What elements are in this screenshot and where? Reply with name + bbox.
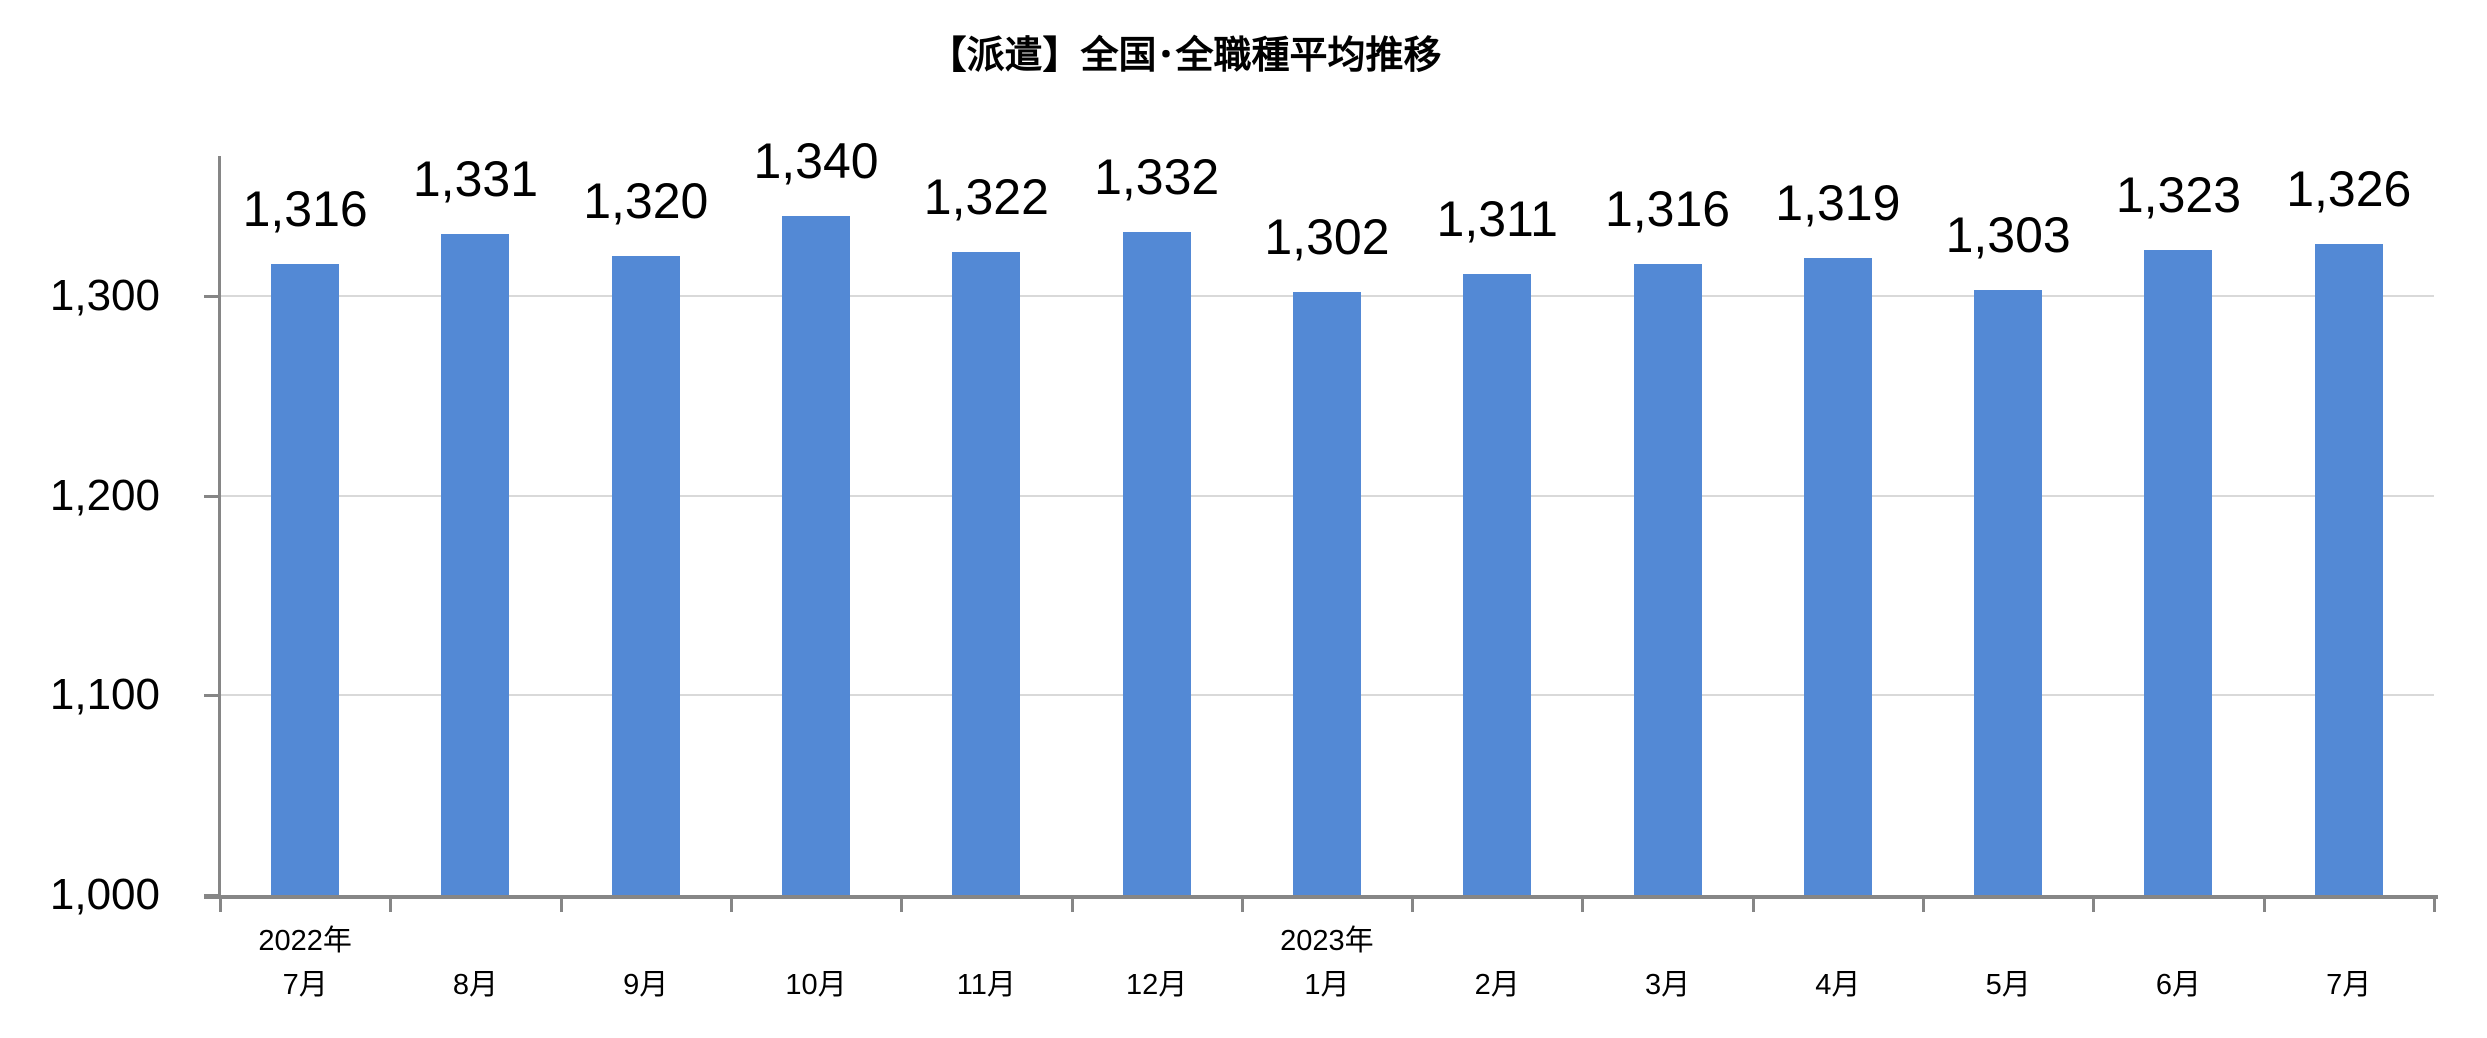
bar-value-label: 1,320	[583, 172, 709, 229]
x-axis-category-label: 2月	[1474, 969, 1520, 1001]
bar-value-label: 1,319	[1775, 174, 1901, 231]
bar-value-label: 1,316	[242, 180, 368, 237]
bar-value-label: 1,331	[412, 150, 538, 207]
x-axis-tick	[559, 899, 563, 912]
x-axis-category-label: 11月	[956, 969, 1016, 1001]
bar-value-label: 1,323	[2115, 166, 2241, 223]
x-axis-category-label: 6月	[2155, 969, 2201, 1001]
y-axis-tick	[204, 694, 220, 698]
x-axis-tick	[1240, 899, 1244, 912]
x-axis-tick	[1922, 899, 1925, 912]
x-axis-tick	[219, 899, 222, 912]
x-axis-year-label: 2022年	[258, 925, 352, 957]
bar	[1122, 231, 1191, 895]
bar-value-label: 1,303	[1945, 206, 2071, 263]
y-axis-tick	[204, 294, 220, 298]
x-axis-category-label: 1月	[1304, 969, 1350, 1001]
bar	[441, 233, 510, 895]
bar	[2144, 249, 2213, 895]
y-axis-tick-label: 1,100	[49, 670, 160, 720]
x-axis-category-label: 12月	[1126, 969, 1188, 1001]
x-axis-tick	[1751, 899, 1755, 912]
x-axis-tick	[2092, 899, 2096, 912]
x-axis-tick	[900, 899, 904, 912]
bar-value-label: 1,311	[1436, 190, 1558, 247]
x-axis-tick	[729, 899, 733, 912]
x-axis-tick	[1411, 899, 1415, 912]
bar	[271, 263, 340, 895]
y-axis-tick-label: 1,200	[49, 470, 160, 520]
y-axis-tick	[204, 494, 220, 498]
x-axis-category-label: 3月	[1644, 969, 1691, 1001]
x-axis-tick	[1581, 899, 1585, 912]
x-axis-category-label: 10月	[785, 969, 847, 1001]
bar	[1292, 291, 1361, 895]
y-axis-tick-label: 1,000	[49, 870, 160, 919]
bar	[1974, 289, 2043, 895]
x-axis-category-label: 5月	[1985, 969, 2031, 1001]
x-axis-tick	[2262, 899, 2266, 912]
x-axis-year-label: 2023年	[1280, 925, 1374, 957]
bar-value-label: 1,322	[923, 168, 1049, 225]
bar-value-label: 1,326	[2286, 160, 2412, 217]
x-axis-line	[204, 895, 2438, 899]
x-axis-tick	[2432, 899, 2436, 912]
x-axis-tick	[389, 899, 393, 912]
bar	[782, 215, 851, 895]
bar	[1633, 263, 1702, 895]
bar-value-label: 1,340	[753, 132, 879, 189]
bar	[1463, 273, 1532, 895]
bar	[611, 255, 680, 895]
x-axis-category-label: 4月	[1815, 969, 1861, 1001]
x-axis-category-label: 8月	[452, 969, 498, 1001]
bar-value-label: 1,316	[1604, 180, 1731, 237]
y-axis-tick-label: 1,300	[49, 270, 160, 320]
bar	[952, 251, 1021, 895]
bar-value-label: 1,302	[1264, 208, 1390, 265]
chart-title: 【派遣】全国･全職種平均推移	[928, 35, 1442, 77]
x-axis-tick	[1070, 899, 1074, 912]
x-axis-category-label: 7月	[2326, 969, 2372, 1001]
bar-value-label: 1,332	[1094, 148, 1220, 205]
x-axis-category-label: 9月	[623, 969, 669, 1001]
y-axis-line	[218, 156, 221, 899]
bar	[2314, 243, 2383, 895]
bar	[1803, 257, 1872, 895]
x-axis-category-label: 7月	[282, 969, 328, 1001]
